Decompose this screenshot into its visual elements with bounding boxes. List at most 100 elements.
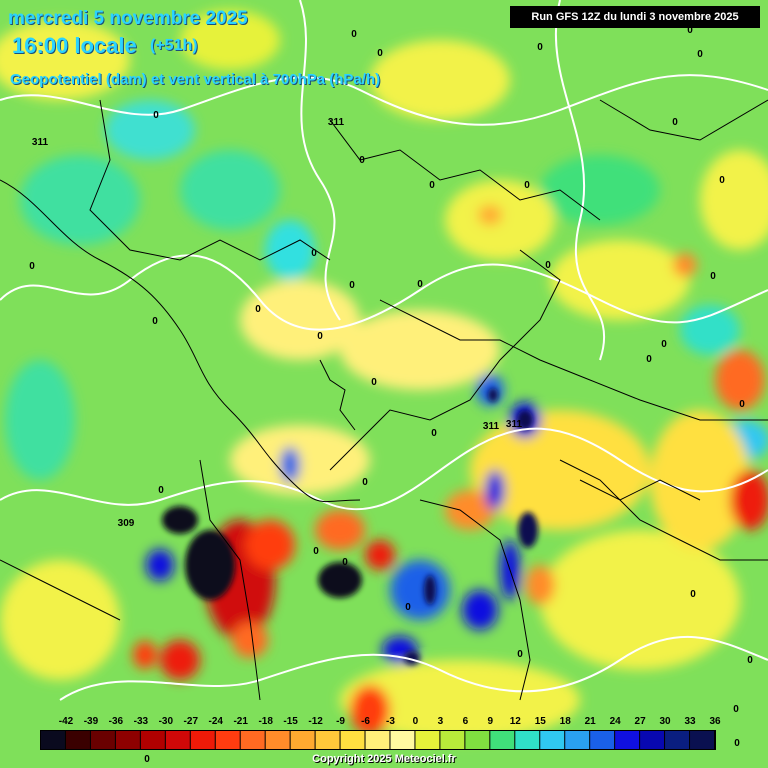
colorbar-swatch (315, 731, 340, 749)
contour-label: 0 (661, 339, 667, 350)
colorbar-swatch (240, 731, 265, 749)
contour-label: 0 (349, 280, 355, 291)
vertical-wind-cores (162, 388, 538, 665)
contour-label: 309 (118, 518, 135, 529)
contour-label: 0 (646, 354, 652, 365)
colorbar-swatch (190, 731, 215, 749)
colorbar-swatch (265, 731, 290, 749)
colorbar-swatch (490, 731, 515, 749)
contour-label: 311 (32, 137, 49, 148)
contour-label: 0 (710, 271, 716, 282)
contour-label: 0 (317, 331, 323, 342)
contour-label: 0 (733, 704, 739, 715)
colorbar-tick-label: 24 (610, 716, 622, 727)
colorbar-tick-label: -9 (336, 716, 345, 727)
colorbar-tick-label: 21 (585, 716, 597, 727)
colorbar-tick-label: -42 (59, 716, 74, 727)
title-date: mercredi 5 novembre 2025 (8, 8, 248, 29)
contour-label: 0 (311, 248, 317, 259)
contour-label: 311 (483, 421, 500, 432)
colorbar-swatch (640, 731, 665, 749)
contour-label: 0 (362, 477, 368, 488)
contour-label: 0 (697, 49, 703, 60)
contour-label: 0 (690, 589, 696, 600)
colorbar-tick-label: -24 (209, 716, 224, 727)
contour-label: 0 (734, 738, 740, 749)
contour-label: 0 (144, 754, 150, 765)
contour-label: 0 (158, 485, 164, 496)
colorbar-tick-label: -27 (184, 716, 199, 727)
contour-label: 0 (255, 304, 261, 315)
colorbar-tick-label: 36 (709, 716, 721, 727)
contour-label: 0 (739, 399, 745, 410)
contour-label: 0 (29, 261, 35, 272)
colorbar-swatch (365, 731, 390, 749)
colorbar-swatch (65, 731, 90, 749)
colorbar-swatch (41, 731, 65, 749)
contour-label: 0 (719, 175, 725, 186)
colorbar-swatch (540, 731, 565, 749)
colorbar-tick-label: -12 (308, 716, 323, 727)
colorbar-tick-label: -18 (258, 716, 273, 727)
colorbar-tick-label: -39 (84, 716, 99, 727)
contour-label: 0 (152, 316, 158, 327)
colorbar-swatch (665, 731, 690, 749)
colorbar-tick-label: -6 (361, 716, 370, 727)
contour-label: 0 (687, 25, 693, 36)
contour-label: 0 (429, 180, 435, 191)
colorbar-swatch (690, 731, 714, 749)
colorbar-tick-label: 33 (684, 716, 696, 727)
contour-labels: 0 0 0 0 0 0 311 311 0 0 0 0 0 0 0 0 0 0 0 0 0 0 0 0 0 0 311 311 0 0 0 3… (29, 25, 753, 765)
contour-label: 0 (359, 155, 365, 166)
colorbar-tick-label: 30 (660, 716, 672, 727)
contour-label: 0 (537, 42, 543, 53)
country-borders (0, 99, 768, 701)
colorbar-tick-label: -36 (109, 716, 124, 727)
contour-label: 311 (506, 419, 523, 430)
colorbar-swatch (440, 731, 465, 749)
colorbar-tick-label: 9 (488, 716, 494, 727)
contour-label: 0 (431, 428, 437, 439)
contour-label: 0 (405, 602, 411, 613)
colorbar-tick-label: 6 (463, 716, 469, 727)
colorbar-swatch (415, 731, 440, 749)
colorbar-swatch (615, 731, 640, 749)
colorbar-swatch (465, 731, 490, 749)
title-time: 16:00 locale (12, 33, 137, 58)
colorbar-tick-label: 12 (510, 716, 522, 727)
contour-label: 0 (371, 377, 377, 388)
title-field: Geopotentiel (dam) et vent vertical à 70… (10, 71, 381, 88)
contour-lines (0, 0, 768, 701)
contour-label: 0 (545, 260, 551, 271)
contour-label: 311 (328, 117, 345, 128)
contour-label: 0 (313, 546, 319, 557)
colorbar-swatch (165, 731, 190, 749)
colorbar-swatch (515, 731, 540, 749)
colorbar-tick-label: 0 (413, 716, 419, 727)
colorbar-swatch (390, 731, 415, 749)
colorbar: -42 -39 -36 -33 -30 -27 -24 -21 -18 -15 -12 -9 -6 -3 0… (40, 716, 721, 750)
contour-label: 0 (747, 655, 753, 666)
contour-label: 0 (153, 110, 159, 121)
colorbar-swatch (90, 731, 115, 749)
contour-label: 0 (377, 48, 383, 59)
colorbar-tick-label: 3 (438, 716, 444, 727)
colorbar-tick-label: 27 (635, 716, 647, 727)
colorbar-tick-label: -15 (283, 716, 298, 727)
colorbar-swatch (565, 731, 590, 749)
contour-label: 0 (351, 29, 357, 40)
colorbar-swatch (340, 731, 365, 749)
contour-label: 0 (524, 180, 530, 191)
copyright: Copyright 2025 Meteociel.fr (312, 753, 456, 765)
colorbar-tick-label: -30 (159, 716, 174, 727)
contour-label: 0 (342, 557, 348, 568)
colorbar-swatch (290, 731, 315, 749)
colorbar-tick-label: -3 (386, 716, 395, 727)
colorbar-swatch (140, 731, 165, 749)
run-info: Run GFS 12Z du lundi 3 novembre 2025 (510, 6, 760, 28)
colorbar-swatch (215, 731, 240, 749)
colorbar-tick-label: -33 (134, 716, 149, 727)
vertical-wind-field (0, 10, 768, 740)
colorbar-swatch (590, 731, 615, 749)
